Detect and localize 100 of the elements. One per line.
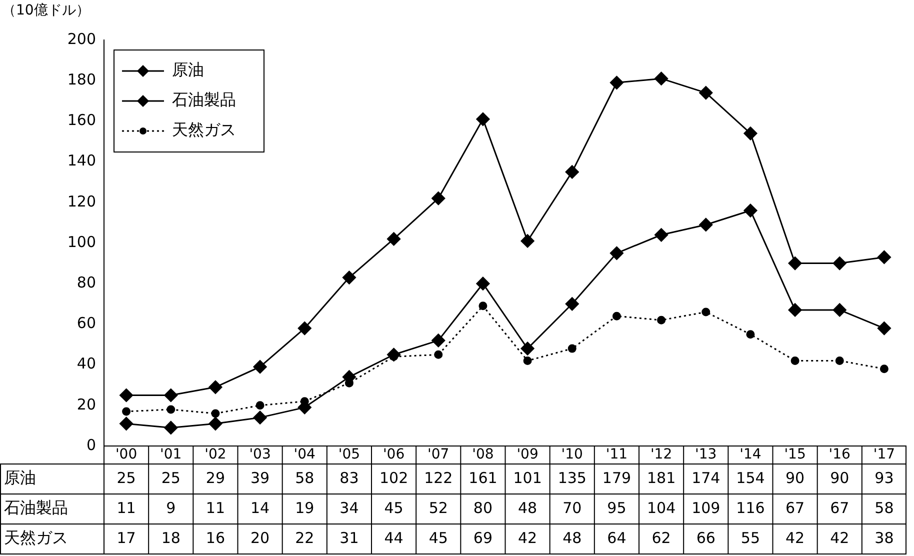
x-tick-label: '16 xyxy=(828,446,851,463)
data-label: 58 xyxy=(874,498,894,517)
point xyxy=(699,86,713,100)
x-tick-label: '01 xyxy=(160,446,182,463)
x-tick-label: '12 xyxy=(650,446,672,463)
point xyxy=(654,72,668,86)
data-label: 154 xyxy=(736,468,765,487)
point xyxy=(166,405,176,414)
data-label: 104 xyxy=(646,498,676,517)
data-label: 11 xyxy=(116,498,136,517)
text: 原油 xyxy=(4,468,36,488)
point xyxy=(699,218,713,232)
data-label: 83 xyxy=(340,468,359,487)
data-label: 67 xyxy=(830,498,850,517)
point xyxy=(120,416,134,430)
data-label: 22 xyxy=(295,528,314,547)
point xyxy=(790,356,800,365)
data-label: 42 xyxy=(830,528,850,547)
point xyxy=(211,409,220,418)
data-label: 67 xyxy=(785,498,805,517)
point xyxy=(432,334,446,348)
data-label: 17 xyxy=(116,528,136,547)
y-tick-label: 0 xyxy=(86,436,96,454)
point xyxy=(164,388,178,402)
y-tick-label: 200 xyxy=(67,30,96,48)
point xyxy=(476,276,490,290)
data-label: 64 xyxy=(607,528,626,547)
data-label: 90 xyxy=(785,468,805,487)
data-label: 16 xyxy=(206,528,226,547)
point xyxy=(476,112,490,126)
point xyxy=(164,420,178,434)
data-label: 38 xyxy=(874,528,894,547)
data-label: 69 xyxy=(473,528,493,547)
point xyxy=(610,246,624,260)
point xyxy=(565,165,579,179)
legend-label: 天然ガス xyxy=(172,120,236,140)
data-label: 25 xyxy=(161,468,180,487)
x-tick-label: '11 xyxy=(606,446,628,463)
y-tick-label: 140 xyxy=(67,152,96,170)
x-tick-label: '05 xyxy=(338,446,360,463)
data-label: 9 xyxy=(166,498,176,517)
point xyxy=(520,342,534,356)
point xyxy=(612,312,621,320)
text: 石油製品 xyxy=(4,498,68,518)
data-label: 95 xyxy=(607,498,626,517)
point xyxy=(877,250,891,264)
point xyxy=(520,234,534,248)
x-tick-label: '13 xyxy=(695,446,717,463)
point xyxy=(788,303,802,317)
data-label: 48 xyxy=(562,528,582,547)
x-tick-label: '06 xyxy=(382,446,405,463)
point xyxy=(298,322,312,336)
x-tick-label: '04 xyxy=(294,446,316,463)
x-tick-label: '02 xyxy=(204,446,226,463)
point xyxy=(253,360,267,374)
point xyxy=(122,407,131,416)
data-label: 116 xyxy=(736,498,765,517)
data-label: 45 xyxy=(428,528,448,547)
data-label: 80 xyxy=(473,498,493,517)
data-label: 25 xyxy=(116,468,136,487)
point xyxy=(120,388,134,402)
data-label: 161 xyxy=(468,468,498,487)
data-label: 45 xyxy=(384,498,404,517)
point xyxy=(434,350,443,359)
data-label: 44 xyxy=(384,528,404,547)
data-label: 55 xyxy=(740,528,760,547)
data-label: 179 xyxy=(602,468,632,487)
point xyxy=(746,330,755,339)
data-label: 11 xyxy=(206,498,226,517)
data-label: 102 xyxy=(379,468,408,487)
x-tick-label: '14 xyxy=(740,446,762,463)
data-label: 31 xyxy=(340,528,359,547)
x-tick-label: '17 xyxy=(873,446,896,463)
point xyxy=(657,316,666,324)
legend-label: 原油 xyxy=(172,60,204,80)
point xyxy=(568,344,576,353)
data-label: 101 xyxy=(513,468,542,487)
data-label: 42 xyxy=(785,528,805,547)
data-label: 19 xyxy=(295,498,314,517)
text: 天然ガス xyxy=(4,528,68,548)
y-tick-label: 40 xyxy=(76,354,96,373)
y-tick-label: 60 xyxy=(76,314,96,332)
point xyxy=(610,76,624,90)
data-label: 18 xyxy=(161,528,180,547)
data-label: 29 xyxy=(206,468,226,487)
y-tick-label: 20 xyxy=(76,395,96,414)
x-tick-label: '07 xyxy=(428,446,450,463)
point xyxy=(342,270,356,284)
point xyxy=(744,126,758,140)
point xyxy=(744,204,758,218)
point xyxy=(208,416,222,430)
data-label: 109 xyxy=(692,498,720,517)
data-label: 66 xyxy=(696,528,716,547)
point xyxy=(478,302,488,310)
data-label: 34 xyxy=(340,498,359,517)
data-label: 20 xyxy=(250,528,270,547)
point xyxy=(877,322,891,336)
point xyxy=(832,256,846,270)
x-tick-label: '00 xyxy=(115,446,138,463)
point xyxy=(835,356,844,365)
